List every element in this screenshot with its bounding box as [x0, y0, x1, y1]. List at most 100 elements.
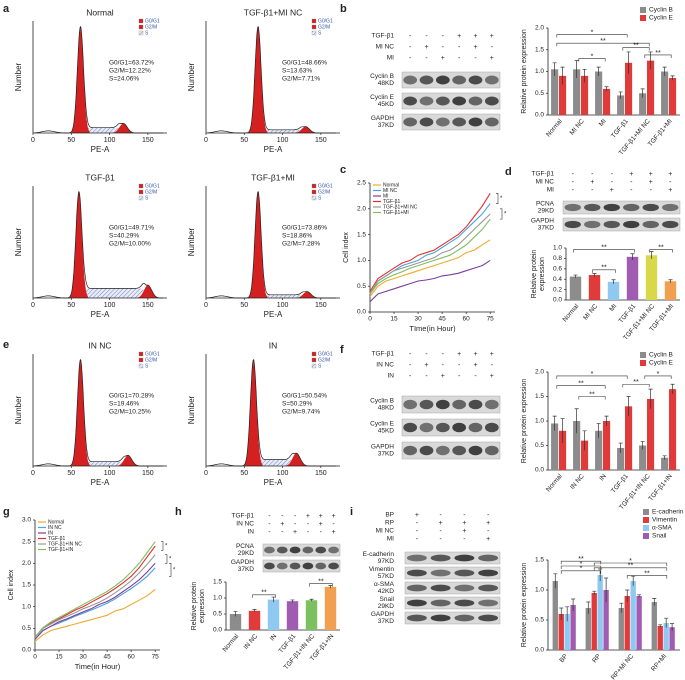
blot-band [435, 117, 450, 127]
band-label: 97KD [378, 558, 395, 565]
x-tick-label: 100 [104, 302, 116, 309]
bar [551, 423, 559, 470]
x-tick-label: 150 [142, 302, 154, 309]
blot-band [435, 75, 450, 85]
error-bar [670, 75, 675, 81]
condition-sign: - [268, 513, 271, 520]
legend-label: TGF-β1 [48, 536, 66, 542]
condition-sign: + [332, 513, 336, 520]
error-bar [604, 577, 609, 602]
y-tick-label: 0.0 [553, 297, 562, 304]
condition-label: MI [387, 55, 394, 62]
condition-sign: - [268, 529, 271, 536]
y-tick-label: 2.5 [357, 180, 366, 187]
cycle-stat: G0/G1=73.86% [282, 225, 327, 232]
condition-sign: - [416, 536, 419, 543]
significance-bracket [644, 375, 672, 379]
y-tick-label: 2.0 [535, 369, 544, 376]
band-label: PCNA [236, 543, 255, 550]
x-axis-label: PE-A [264, 478, 283, 487]
blot-band [478, 569, 499, 577]
condition-sign: - [458, 44, 461, 51]
blot-band [478, 584, 499, 592]
legend-swatch [138, 24, 144, 30]
legend-label: G2/M [318, 189, 330, 195]
y-axis-label: Number [14, 62, 23, 91]
x-tick-label: 100 [277, 470, 289, 477]
y-tick-label: 1.0 [357, 257, 366, 264]
panel-label: a [3, 3, 10, 15]
x-tick-label: 0 [31, 137, 35, 144]
blot-strip [404, 581, 501, 595]
blot-band [623, 203, 640, 212]
error-bar [574, 60, 579, 79]
condition-sign: + [424, 44, 428, 51]
x-tick-label: MI NC [569, 118, 586, 137]
error-bar [664, 617, 669, 628]
significance-bracket [592, 269, 616, 273]
condition-sign: + [629, 171, 633, 178]
significance-label: * [591, 371, 594, 378]
bar [661, 457, 669, 470]
condition-label: MI NC [376, 528, 395, 535]
error-bar [560, 66, 565, 85]
legend-swatch [138, 363, 144, 369]
condition-sign: - [416, 520, 419, 527]
blot-band [264, 546, 275, 554]
condition-sign: - [458, 373, 461, 380]
line-series [34, 567, 156, 640]
x-tick-label: 100 [277, 302, 289, 309]
blot-band [468, 445, 483, 456]
bar [647, 398, 655, 470]
x-tick-label: 45 [438, 316, 446, 323]
error-bar [670, 623, 675, 631]
blot-band [403, 75, 418, 85]
bar [639, 445, 647, 470]
panel-label: b [340, 3, 347, 15]
blot-band [484, 422, 499, 433]
line-series [34, 541, 156, 638]
blot-band [468, 117, 483, 127]
legend-label: TGF-β1+IN [48, 547, 74, 553]
condition-sign: - [611, 179, 614, 186]
condition-sign: - [630, 187, 633, 194]
legend-label: G2/M [145, 24, 157, 30]
legend-swatch [311, 24, 317, 30]
panel-label: g [3, 506, 10, 518]
blot-band [478, 614, 499, 622]
condition-sign: - [439, 536, 442, 543]
condition-sign: - [572, 179, 575, 186]
error-bar [552, 415, 557, 431]
bar [626, 256, 639, 300]
x-tick-label: 150 [315, 470, 327, 477]
cycle-stat: G2/M=10.25% [109, 409, 151, 416]
x-axis-label: PE-A [264, 310, 283, 319]
bar [595, 71, 603, 115]
significance-label: * [591, 53, 594, 60]
x-tick-label: RP+MI NC [610, 653, 636, 680]
condition-label: MI [387, 536, 394, 543]
condition-sign: - [281, 529, 284, 536]
significance-label: * [657, 371, 660, 378]
blot-band [419, 399, 434, 410]
cycle-stat: G0/G1=49.71% [109, 225, 154, 232]
legend-label: G2/M [318, 357, 330, 363]
y-tick-label: 2.5 [22, 538, 31, 545]
x-axis-label: PE-A [91, 310, 110, 319]
error-bar [552, 62, 557, 76]
blot-band [484, 75, 499, 85]
x-tick-label: 0 [31, 470, 35, 477]
bar [636, 596, 642, 650]
legend-swatch [311, 195, 317, 201]
blot-band [430, 614, 451, 622]
blot-band [406, 554, 427, 562]
blot-band [468, 75, 483, 85]
condition-sign: + [610, 187, 614, 194]
x-tick-label: IN NC [569, 473, 586, 491]
cycle-stat: G2/M=7.71% [282, 76, 320, 83]
band-label: 29KD [538, 208, 555, 215]
blot-band [406, 584, 427, 592]
blot-band [584, 220, 601, 229]
g1-peak [248, 191, 268, 298]
condition-sign: + [486, 536, 490, 543]
